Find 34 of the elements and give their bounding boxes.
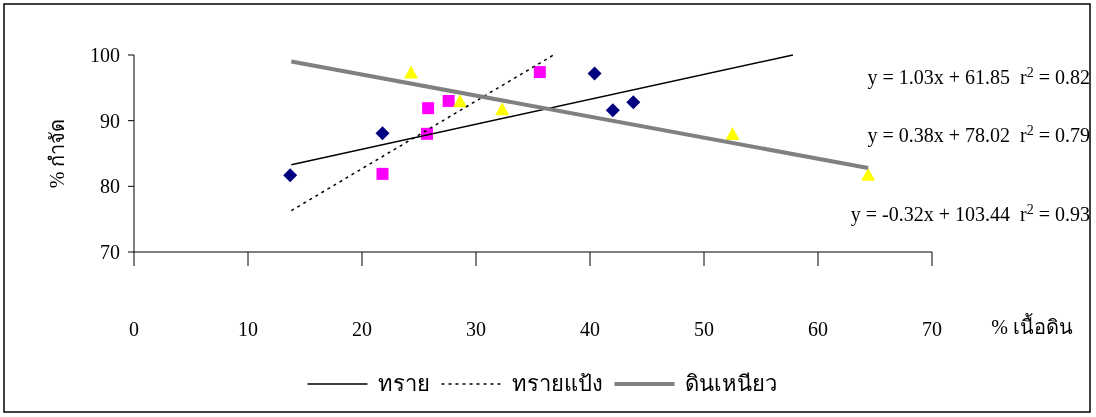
legend-label: ดินเหนียว [684,371,777,396]
x-tick-label: 60 [808,318,828,340]
point [861,167,876,181]
annotation: y = 1.03x + 61.85 r$^{2}$ = 0.82 [867,64,1090,89]
x-tick-label: 30 [466,318,486,340]
y-tick-label: 70 [100,241,120,263]
point [422,102,435,115]
annotation: y = -0.32x + 103.44 r$^{2}$ = 0.93 [850,201,1090,226]
point [453,94,468,108]
x-axis-title: % เนื้อดิน [991,313,1073,338]
x-tick-label: 10 [238,318,258,340]
point [376,167,389,180]
x-tick-label: 70 [922,318,942,340]
x-tick-label: 50 [694,318,714,340]
point [587,66,602,81]
legend-label: ทรายแป้ง [511,371,603,396]
x-tick-label: 0 [129,318,139,340]
point [605,103,620,118]
point [283,168,298,183]
point [495,102,510,116]
y-axis-title: % กำจัด [46,118,68,189]
y-tick-label: 90 [100,109,120,132]
point [375,126,390,141]
x-tick-label: 40 [580,318,600,340]
y-tick-label: 80 [100,175,120,198]
point [404,65,419,79]
point [533,66,546,79]
point [626,95,641,110]
legend-label: ทราย [377,371,430,396]
y-tick-label: 100 [90,44,120,66]
point [725,127,740,141]
annotation: y = 0.38x + 78.02 r$^{2}$ = 0.79 [867,122,1090,147]
point [442,94,455,107]
x-tick-label: 20 [352,318,372,340]
